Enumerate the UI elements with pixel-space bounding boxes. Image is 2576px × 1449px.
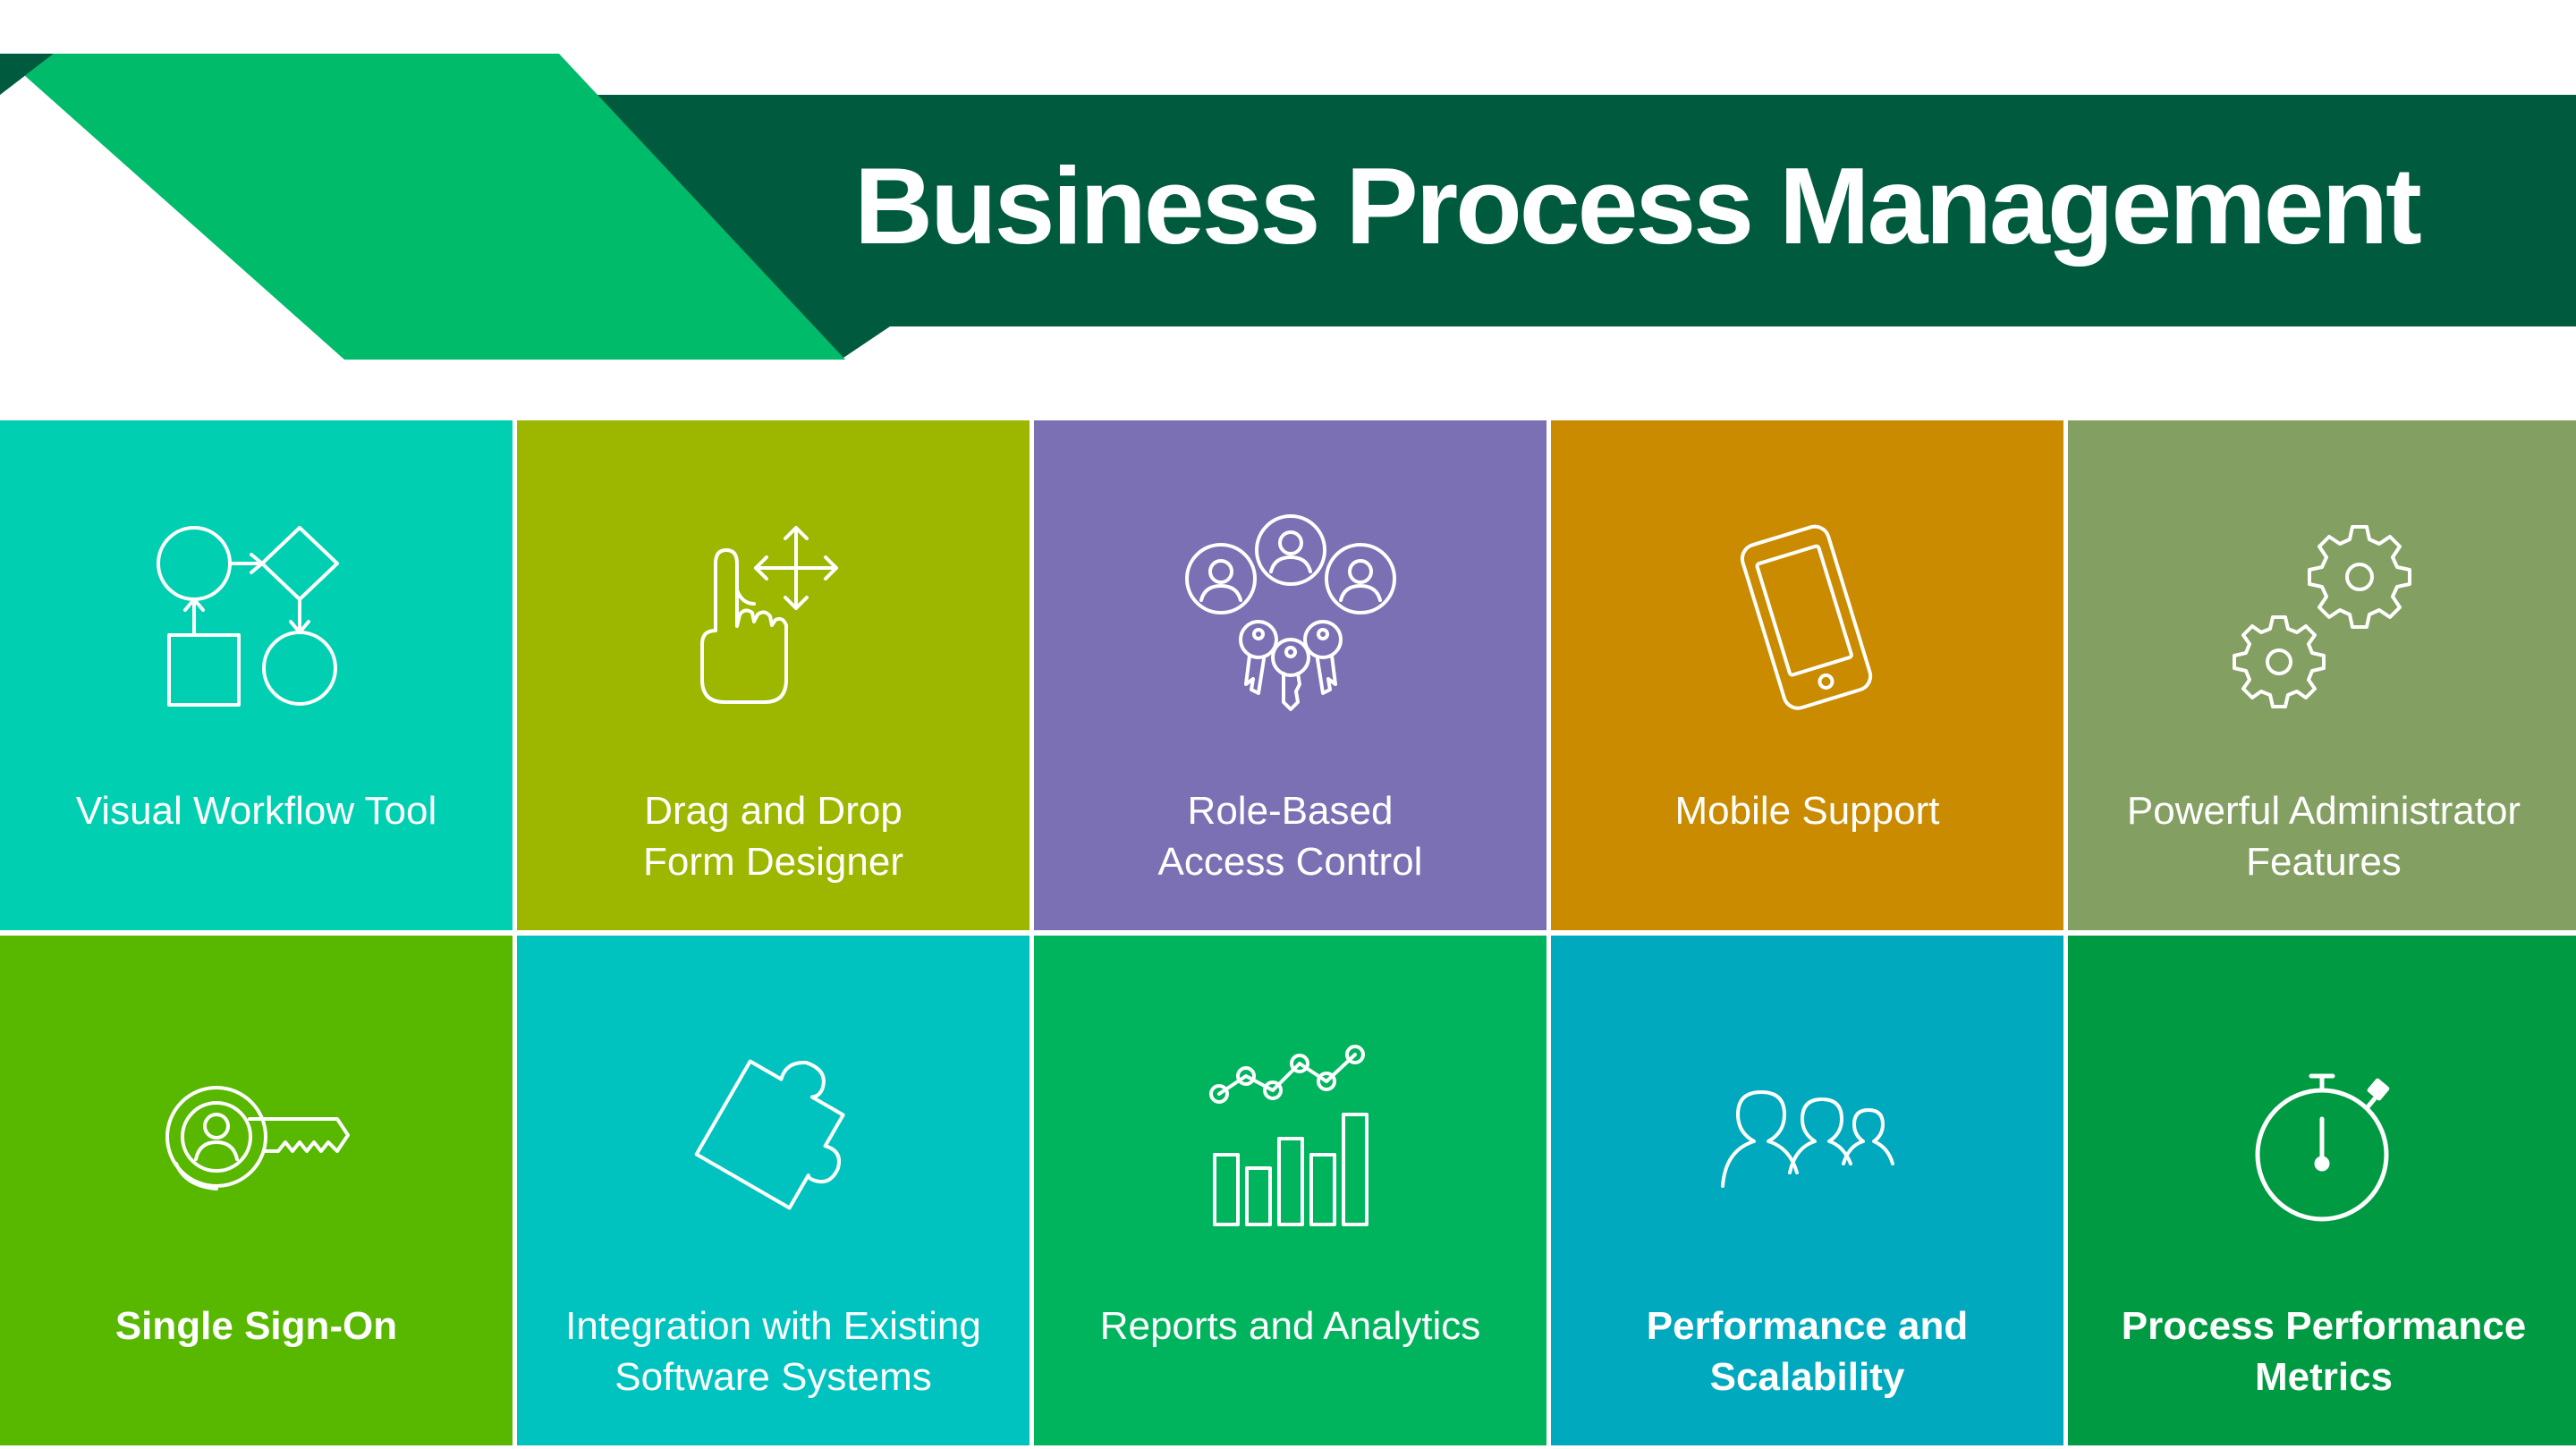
puzzle-piece-icon — [666, 1030, 881, 1244]
page-title: Business Process Management — [854, 145, 2422, 267]
feature-tile-reports-analytics: Reports and Analytics — [1034, 936, 1546, 1445]
feature-tile-mobile-support: Mobile Support — [1551, 420, 2063, 930]
feature-label: Powerful Administrator Features — [2126, 789, 2521, 884]
bar-chart-icon — [1183, 1030, 1398, 1244]
title-banner: Business Process Management — [0, 0, 2576, 376]
banner-fold — [0, 54, 54, 95]
people-group-icon — [1700, 1030, 1915, 1244]
feature-grid: Visual Workflow Tool Drag and Drop Form … — [0, 420, 2576, 1449]
feature-tile-role-based-access: Role-Based Access Control — [1034, 420, 1546, 930]
feature-label: Drag and Drop Form Designer — [643, 789, 903, 884]
feature-tile-single-sign-on: Single Sign-On — [0, 936, 513, 1445]
feature-label: Integration with Existing Software Syste… — [565, 1304, 981, 1399]
feature-tile-administrator-features: Powerful Administrator Features — [2068, 420, 2576, 930]
feature-tile-drag-and-drop: Drag and Drop Form Designer — [517, 420, 1030, 930]
feature-tile-process-metrics: Process Performance Metrics — [2068, 936, 2576, 1445]
drag-hand-icon — [666, 514, 881, 729]
feature-label: Single Sign-On — [114, 1304, 398, 1348]
banner-graphic — [0, 54, 2576, 360]
mobile-phone-icon — [1700, 514, 1915, 729]
feature-tile-integration: Integration with Existing Software Syste… — [517, 936, 1030, 1445]
gears-icon — [2216, 514, 2431, 729]
banner-green-ribbon — [0, 54, 845, 360]
feature-label: Performance and Scalability — [1646, 1304, 1969, 1399]
feature-label: Visual Workflow Tool — [75, 789, 437, 833]
stopwatch-icon — [2216, 1030, 2431, 1244]
feature-tile-visual-workflow-tool: Visual Workflow Tool — [0, 420, 513, 930]
feature-label: Role-Based Access Control — [1157, 789, 1423, 884]
feature-tile-performance-scalability: Performance and Scalability — [1551, 936, 2063, 1445]
key-user-icon — [149, 1030, 364, 1244]
users-keys-icon — [1183, 514, 1398, 729]
feature-label: Process Performance Metrics — [2121, 1304, 2527, 1399]
feature-label: Mobile Support — [1674, 789, 1940, 833]
workflow-icon — [149, 514, 364, 729]
feature-label: Reports and Analytics — [1099, 1304, 1481, 1348]
